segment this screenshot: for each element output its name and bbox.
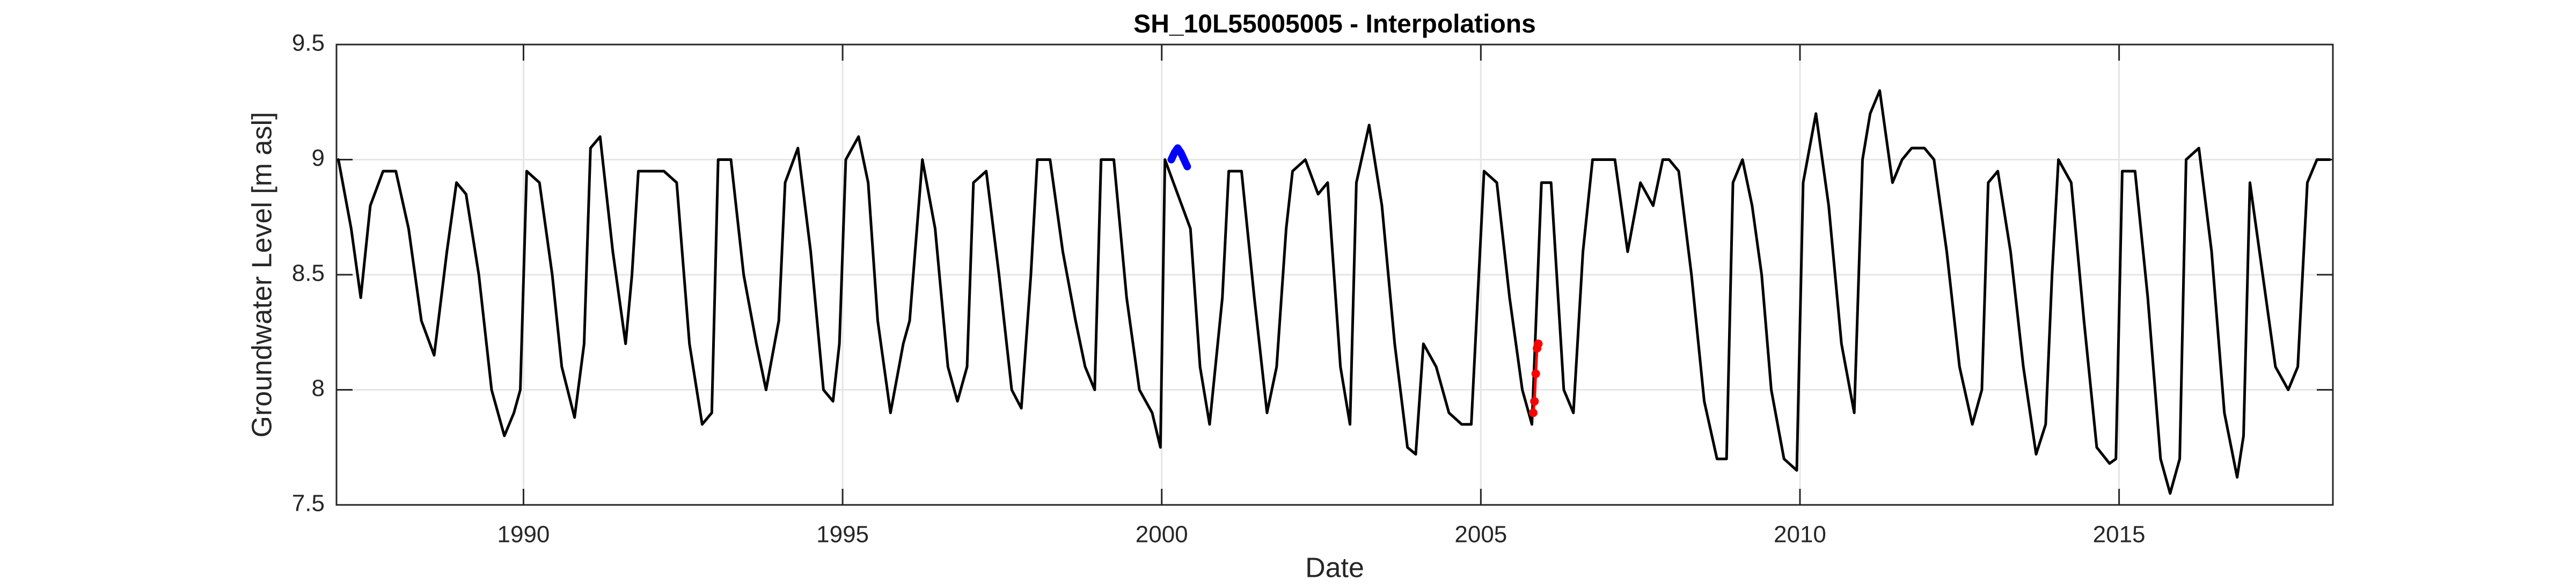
chart-title: SH_10L55005005 - Interpolations [1133,10,1536,39]
x-tick-label: 1990 [497,522,550,548]
data-point [1528,408,1538,417]
x-axis-label: Date [1305,553,1364,584]
x-tick-label: 2010 [1774,522,1826,548]
series-line [337,89,2331,495]
y-tick-label: 8 [312,375,325,401]
y-tick-label: 7.5 [292,490,325,517]
data-point [1530,397,1539,406]
x-tick-label: 1995 [816,522,869,548]
x-tick-label: 2000 [1136,522,1188,548]
x-tick-label: 2015 [2093,522,2146,548]
x-tick-label: 2005 [1454,522,1507,548]
y-axis-label: Groundwater Level [m asl] [247,112,278,438]
y-tick-label: 8.5 [292,260,325,287]
plot-frame [335,43,2334,506]
data-point [1534,339,1543,348]
series-line [1167,144,1191,171]
y-tick-label: 9.5 [292,30,325,56]
data-point [1531,369,1540,378]
y-tick-label: 9 [312,145,325,171]
